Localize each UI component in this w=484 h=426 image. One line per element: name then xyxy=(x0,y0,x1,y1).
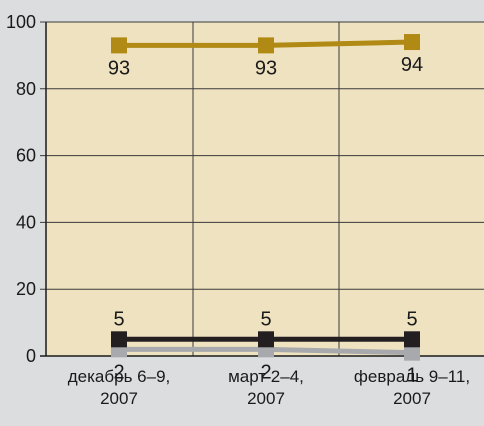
x-category-label: март 2–4, xyxy=(228,367,304,386)
y-tick-label: 80 xyxy=(16,79,36,99)
y-tick-label: 40 xyxy=(16,212,36,232)
data-label: 94 xyxy=(401,54,423,76)
data-point-marker xyxy=(111,37,127,54)
data-point-marker xyxy=(404,331,420,348)
data-label: 1 xyxy=(406,365,417,387)
x-category-label: февраль 9–11, xyxy=(354,367,470,386)
data-label: 5 xyxy=(260,308,271,330)
data-point-marker xyxy=(404,344,420,361)
x-category-label: декабрь 6–9, xyxy=(68,367,171,386)
data-label: 5 xyxy=(113,308,124,330)
y-axis: 0 20 40 60 80 100 xyxy=(6,12,47,366)
data-label: 2 xyxy=(113,361,124,383)
y-tick-label: 100 xyxy=(6,12,36,32)
data-point-marker xyxy=(404,34,420,51)
data-point-marker xyxy=(111,331,127,348)
y-tick-label: 60 xyxy=(16,146,36,166)
x-category-label: 2007 xyxy=(393,389,431,408)
series-group xyxy=(111,34,420,361)
data-point-marker xyxy=(258,331,274,348)
data-label: 93 xyxy=(255,57,277,79)
data-label: 2 xyxy=(260,361,271,383)
data-label: 5 xyxy=(406,308,417,330)
x-category-label: 2007 xyxy=(247,389,285,408)
data-label: 93 xyxy=(108,57,130,79)
y-tick-label: 20 xyxy=(16,279,36,299)
y-tick-label: 0 xyxy=(26,346,36,366)
plot-area xyxy=(46,22,484,356)
data-point-marker xyxy=(258,37,274,54)
data-labels: 93 93 94 5 5 5 2 2 1 xyxy=(108,54,423,387)
x-category-label: 2007 xyxy=(100,389,138,408)
